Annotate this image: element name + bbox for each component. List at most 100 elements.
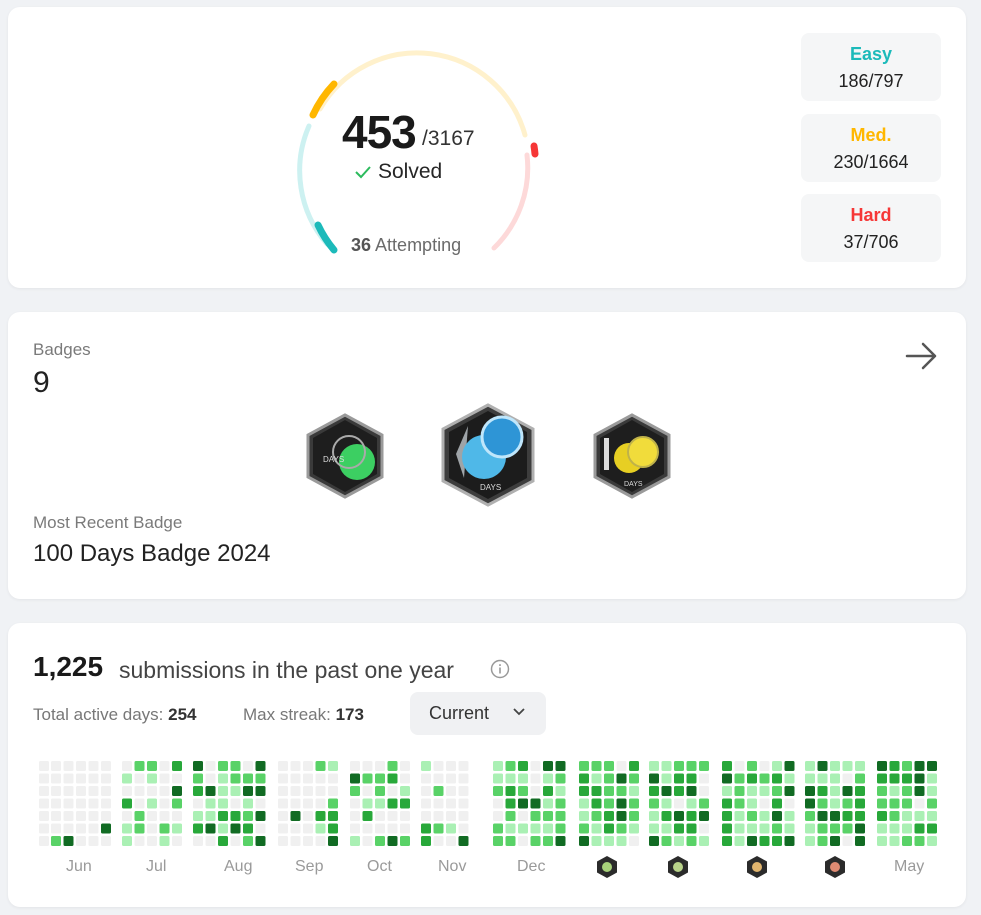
heatmap-cell[interactable] bbox=[350, 786, 360, 796]
heatmap-cell[interactable] bbox=[747, 786, 757, 796]
heatmap-cell[interactable] bbox=[218, 836, 228, 846]
heatmap-cell[interactable] bbox=[147, 773, 157, 784]
heatmap-cell[interactable] bbox=[51, 836, 61, 846]
monthly-badge-icon[interactable] bbox=[746, 855, 768, 879]
heatmap-cell[interactable] bbox=[88, 836, 99, 846]
heatmap-cell[interactable] bbox=[255, 798, 266, 809]
heatmap-cell[interactable] bbox=[661, 761, 672, 771]
heatmap-cell[interactable] bbox=[629, 773, 639, 784]
heatmap-cell[interactable] bbox=[877, 836, 887, 846]
heatmap-cell[interactable] bbox=[616, 811, 627, 821]
heatmap-cell[interactable] bbox=[147, 811, 157, 821]
monthly-badge-icon[interactable] bbox=[667, 855, 689, 879]
heatmap-cell[interactable] bbox=[255, 761, 266, 771]
heatmap-cell[interactable] bbox=[784, 773, 795, 784]
heatmap-cell[interactable] bbox=[147, 761, 157, 771]
heatmap-cell[interactable] bbox=[159, 798, 170, 809]
heatmap-cell[interactable] bbox=[375, 823, 385, 834]
heatmap-cell[interactable] bbox=[877, 823, 887, 834]
heatmap-cell[interactable] bbox=[734, 811, 745, 821]
heatmap-cell[interactable] bbox=[303, 786, 313, 796]
heatmap-cell[interactable] bbox=[134, 823, 145, 834]
year-dropdown[interactable]: Current bbox=[410, 692, 546, 735]
heatmap-cell[interactable] bbox=[661, 798, 672, 809]
heatmap-cell[interactable] bbox=[243, 798, 253, 809]
heatmap-cell[interactable] bbox=[734, 773, 745, 784]
heatmap-cell[interactable] bbox=[159, 761, 170, 771]
heatmap-cell[interactable] bbox=[362, 823, 373, 834]
heatmap-cell[interactable] bbox=[193, 786, 203, 796]
heatmap-cell[interactable] bbox=[493, 798, 503, 809]
heatmap-cell[interactable] bbox=[400, 773, 410, 784]
heatmap-cell[interactable] bbox=[842, 823, 853, 834]
heatmap-cell[interactable] bbox=[205, 798, 216, 809]
heatmap-cell[interactable] bbox=[604, 798, 614, 809]
heatmap-cell[interactable] bbox=[101, 773, 111, 784]
heatmap-cell[interactable] bbox=[842, 786, 853, 796]
heatmap-cell[interactable] bbox=[39, 811, 49, 821]
heatmap-cell[interactable] bbox=[629, 823, 639, 834]
heatmap-cell[interactable] bbox=[591, 786, 602, 796]
heatmap-cell[interactable] bbox=[616, 836, 627, 846]
heatmap-cell[interactable] bbox=[604, 786, 614, 796]
heatmap-cell[interactable] bbox=[629, 836, 639, 846]
heatmap-cell[interactable] bbox=[101, 761, 111, 771]
heatmap-cell[interactable] bbox=[400, 761, 410, 771]
heatmap-cell[interactable] bbox=[63, 836, 74, 846]
heatmap-cell[interactable] bbox=[747, 761, 757, 771]
heatmap-cell[interactable] bbox=[193, 823, 203, 834]
heatmap-cell[interactable] bbox=[230, 798, 241, 809]
heatmap-cell[interactable] bbox=[375, 773, 385, 784]
heatmap-cell[interactable] bbox=[699, 836, 709, 846]
heatmap-cell[interactable] bbox=[230, 811, 241, 821]
heatmap-cell[interactable] bbox=[51, 773, 61, 784]
heatmap-cell[interactable] bbox=[530, 836, 541, 846]
heatmap-cell[interactable] bbox=[686, 798, 697, 809]
heatmap-cell[interactable] bbox=[699, 786, 709, 796]
heatmap-cell[interactable] bbox=[421, 823, 431, 834]
heatmap-cell[interactable] bbox=[328, 823, 338, 834]
heatmap-cell[interactable] bbox=[400, 811, 410, 821]
heatmap-cell[interactable] bbox=[555, 836, 566, 846]
heatmap-cell[interactable] bbox=[914, 836, 925, 846]
heatmap-cell[interactable] bbox=[817, 798, 828, 809]
heatmap-cell[interactable] bbox=[315, 798, 326, 809]
heatmap-cell[interactable] bbox=[421, 773, 431, 784]
heatmap-cell[interactable] bbox=[686, 773, 697, 784]
heatmap-cell[interactable] bbox=[421, 761, 431, 771]
heatmap-cell[interactable] bbox=[579, 786, 589, 796]
heatmap-cell[interactable] bbox=[784, 836, 795, 846]
heatmap-cell[interactable] bbox=[591, 836, 602, 846]
arrow-right-icon[interactable] bbox=[904, 340, 940, 372]
heatmap-cell[interactable] bbox=[350, 823, 360, 834]
difficulty-easy[interactable]: Easy 186/797 bbox=[801, 33, 941, 101]
heatmap-cell[interactable] bbox=[686, 786, 697, 796]
heatmap-cell[interactable] bbox=[543, 811, 553, 821]
heatmap-cell[interactable] bbox=[661, 773, 672, 784]
heatmap-cell[interactable] bbox=[493, 773, 503, 784]
heatmap-cell[interactable] bbox=[674, 823, 684, 834]
heatmap-cell[interactable] bbox=[649, 798, 659, 809]
heatmap-cell[interactable] bbox=[686, 836, 697, 846]
heatmap-cell[interactable] bbox=[387, 823, 398, 834]
heatmap-cell[interactable] bbox=[805, 786, 815, 796]
heatmap-cell[interactable] bbox=[772, 773, 782, 784]
heatmap-cell[interactable] bbox=[629, 786, 639, 796]
heatmap-cell[interactable] bbox=[855, 786, 865, 796]
heatmap-cell[interactable] bbox=[784, 761, 795, 771]
heatmap-cell[interactable] bbox=[88, 761, 99, 771]
heatmap-cell[interactable] bbox=[759, 823, 770, 834]
heatmap-cell[interactable] bbox=[604, 836, 614, 846]
heatmap-cell[interactable] bbox=[530, 761, 541, 771]
heatmap-cell[interactable] bbox=[205, 786, 216, 796]
heatmap-cell[interactable] bbox=[101, 786, 111, 796]
heatmap-cell[interactable] bbox=[505, 786, 516, 796]
heatmap-cell[interactable] bbox=[278, 761, 288, 771]
heatmap-cell[interactable] bbox=[604, 811, 614, 821]
heatmap-cell[interactable] bbox=[686, 811, 697, 821]
heatmap-cell[interactable] bbox=[629, 811, 639, 821]
heatmap-cell[interactable] bbox=[505, 823, 516, 834]
heatmap-cell[interactable] bbox=[579, 773, 589, 784]
heatmap-cell[interactable] bbox=[722, 836, 732, 846]
heatmap-cell[interactable] bbox=[629, 761, 639, 771]
